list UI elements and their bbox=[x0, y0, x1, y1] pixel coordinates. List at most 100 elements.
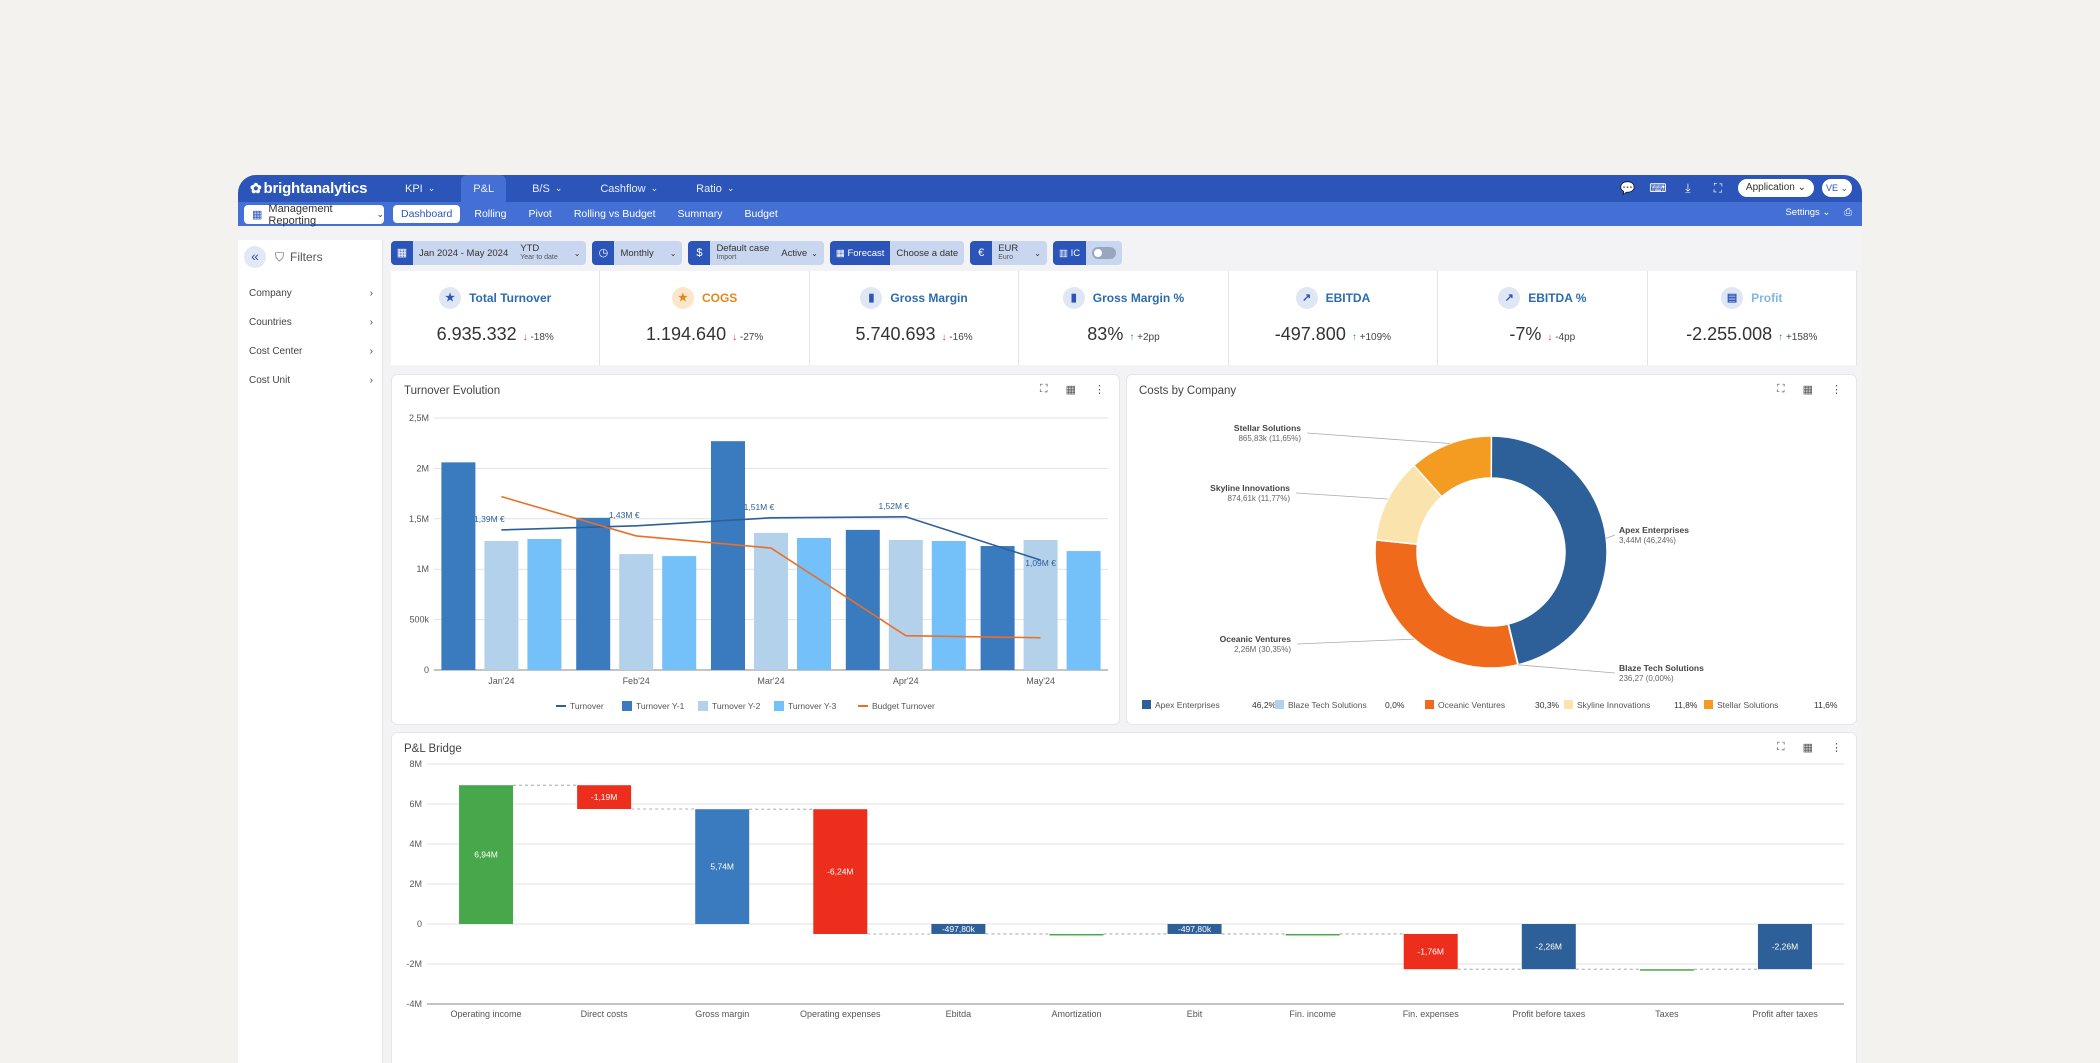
bar-turnover-y-3-0[interactable] bbox=[527, 538, 562, 670]
expand-icon[interactable]: ⛶ bbox=[1776, 383, 1785, 395]
forecast-date-input[interactable]: Choose a date bbox=[896, 247, 959, 259]
legend-item-turnover-y-2[interactable]: Turnover Y-2 bbox=[698, 701, 761, 711]
kpi-title: Gross Margin % bbox=[1092, 291, 1185, 305]
bar-turnover-y-2-3[interactable] bbox=[888, 539, 923, 670]
bridge-bar-fin-income[interactable] bbox=[1285, 933, 1340, 936]
kpi-card-cogs[interactable]: ★ COGS 1.194.640 ↓ -27% bbox=[600, 271, 810, 365]
forecast-filter[interactable]: ▦ Forecast Choose a date bbox=[829, 241, 965, 265]
kpi-card-ebitda[interactable]: ↗ EBITDA % -7% ↓ -4pp bbox=[1438, 271, 1648, 365]
bar-turnover-y-2-2[interactable] bbox=[754, 532, 788, 670]
slice-apex-enterprises[interactable] bbox=[1490, 435, 1608, 666]
bridge-bar-operating-income[interactable] bbox=[459, 785, 514, 924]
tab-rolling-vs-budget[interactable]: Rolling vs Budget bbox=[573, 208, 656, 220]
line-budget-turnover[interactable] bbox=[501, 495, 1041, 639]
bridge-bar-fin-expenses[interactable] bbox=[1403, 933, 1458, 970]
bar-turnover-y-2-0[interactable] bbox=[484, 540, 519, 670]
bridge-bar-amortization[interactable] bbox=[1049, 933, 1104, 936]
legend-item-turnover[interactable]: Turnover bbox=[556, 701, 604, 711]
print-icon[interactable]: ⎙ bbox=[1844, 207, 1852, 218]
granularity-filter[interactable]: ◷ Monthly ⌄ bbox=[592, 241, 683, 265]
brand-logo[interactable]: ✿ brightanalytics bbox=[250, 180, 367, 197]
filter-company[interactable]: Company › bbox=[249, 288, 373, 299]
expand-icon[interactable]: ⛶ bbox=[1039, 383, 1048, 395]
legend-item-apex-enterprises[interactable]: Apex Enterprises 46,2% bbox=[1142, 700, 1277, 710]
avatar[interactable]: VE ⌄ bbox=[1822, 179, 1852, 197]
tab-dashboard[interactable]: Dashboard bbox=[393, 205, 461, 223]
legend-item-skyline-innovations[interactable]: Skyline Innovations 11,8% bbox=[1564, 700, 1698, 710]
legend-item-stellar-solutions[interactable]: Stellar Solutions 11,6% bbox=[1704, 700, 1838, 710]
filter-cost-unit[interactable]: Cost Unit › bbox=[249, 375, 373, 386]
bridge-bar-ebitda[interactable] bbox=[931, 924, 986, 934]
nav-item-b-s[interactable]: B/S ⌄ bbox=[520, 175, 574, 202]
bar-turnover-y-3-3[interactable] bbox=[931, 540, 966, 670]
ic-toggle[interactable] bbox=[1092, 247, 1117, 259]
legend-item-oceanic-ventures[interactable]: Oceanic Ventures 30,3% bbox=[1425, 700, 1560, 710]
legend-item-turnover-y-1[interactable]: Turnover Y-1 bbox=[622, 701, 685, 711]
bar-turnover-y-2-4[interactable] bbox=[1023, 539, 1058, 670]
tab-summary[interactable]: Summary bbox=[677, 208, 723, 220]
fullscreen-icon[interactable]: ⛶ bbox=[1713, 181, 1723, 195]
kpi-card-gross-margin[interactable]: ▮ Gross Margin % 83% ↑ +2pp bbox=[1019, 271, 1229, 365]
filter-label: Company bbox=[249, 288, 292, 299]
kpi-card-gross-margin[interactable]: ▮ Gross Margin 5.740.693 ↓ -16% bbox=[809, 271, 1020, 365]
tab-pivot[interactable]: Pivot bbox=[528, 208, 552, 220]
bar-turnover-y-1-0[interactable] bbox=[441, 462, 476, 670]
forecast-button[interactable]: ▦ Forecast bbox=[829, 241, 891, 265]
slice-stellar-solutions[interactable] bbox=[1412, 435, 1493, 498]
filter-cost-center[interactable]: Cost Center › bbox=[249, 346, 373, 357]
chat-icon[interactable]: 💬 bbox=[1620, 181, 1636, 195]
currency-filter[interactable]: € EUR Euro ⌄ bbox=[970, 241, 1047, 265]
settings-menu[interactable]: Settings ⌄ bbox=[1785, 207, 1831, 218]
download-icon[interactable]: ⤓ bbox=[1685, 181, 1691, 195]
bridge-bar-profit-after-taxes[interactable] bbox=[1757, 924, 1812, 970]
line-turnover[interactable] bbox=[501, 515, 1041, 561]
period-mode[interactable]: YTD Year to date bbox=[514, 241, 564, 265]
table-icon[interactable]: ▦ bbox=[1065, 384, 1076, 396]
bridge-bar-direct-costs[interactable] bbox=[577, 785, 632, 809]
status-select[interactable]: Active ⌄ bbox=[775, 241, 824, 265]
legend-item-blaze-tech-solutions[interactable]: Blaze Tech Solutions 0,0% bbox=[1275, 700, 1405, 710]
bar-turnover-y-3-4[interactable] bbox=[1066, 551, 1101, 670]
bar-turnover-y-3-1[interactable] bbox=[662, 556, 697, 670]
bridge-bar-taxes[interactable] bbox=[1639, 969, 1694, 971]
legend-item-turnover-y-3[interactable]: Turnover Y-3 bbox=[774, 701, 837, 711]
legend-item-budget-turnover[interactable]: Budget Turnover bbox=[858, 701, 935, 711]
bridge-bar-gross-margin[interactable] bbox=[695, 809, 750, 924]
bar-turnover-y-3-2[interactable] bbox=[797, 537, 831, 670]
trend-icon: ↗ bbox=[1498, 287, 1521, 309]
more-icon[interactable]: ⋮ bbox=[1094, 384, 1105, 396]
bridge-bar-ebit[interactable] bbox=[1167, 924, 1222, 934]
tab-rolling[interactable]: Rolling bbox=[474, 208, 507, 220]
slice-oceanic-ventures[interactable] bbox=[1374, 539, 1519, 669]
bar-turnover-y-1-4[interactable] bbox=[980, 546, 1015, 670]
expand-icon[interactable]: ⛶ bbox=[1776, 741, 1785, 753]
sub-nav: Dashboard Rolling Pivot Rolling vs Budget Su… bbox=[393, 205, 792, 223]
bar-turnover-y-1-1[interactable] bbox=[576, 517, 611, 670]
kpi-card-ebitda[interactable]: ↗ EBITDA -497.800 ↑ +109% bbox=[1228, 271, 1439, 365]
nav-item-cashflow[interactable]: Cashflow ⌄ bbox=[588, 175, 670, 202]
kpi-card-profit[interactable]: ▤ Profit -2.255.008 ↑ +158% bbox=[1647, 271, 1857, 365]
report-selector[interactable]: ▦ Management Reporting ⌄ bbox=[244, 202, 384, 227]
nav-item-kpi[interactable]: KPI ⌄ bbox=[393, 175, 447, 202]
tab-budget[interactable]: Budget bbox=[744, 208, 778, 220]
period-filter[interactable]: ▦ Jan 2024 - May 2024 YTD Year to date ⌄ bbox=[391, 241, 587, 265]
filter-countries[interactable]: Countries › bbox=[249, 317, 373, 328]
table-icon[interactable]: ▦ bbox=[1802, 384, 1813, 396]
collapse-sidebar-button[interactable]: « bbox=[244, 246, 266, 268]
kpi-card-total-turnover[interactable]: ★ Total Turnover 6.935.332 ↓ -18% bbox=[391, 271, 601, 365]
more-icon[interactable]: ⋮ bbox=[1831, 384, 1842, 396]
bar-turnover-y-1-2[interactable] bbox=[711, 441, 745, 670]
nav-item-p-l[interactable]: P&L bbox=[461, 175, 507, 202]
bridge-bar-profit-before-taxes[interactable] bbox=[1521, 924, 1576, 970]
ic-filter[interactable]: ▥ IC bbox=[1052, 241, 1123, 265]
bar-turnover-y-2-1[interactable] bbox=[619, 554, 654, 670]
table-icon[interactable]: ▦ bbox=[1802, 742, 1813, 754]
x-tick-label: Feb'24 bbox=[623, 676, 650, 686]
report-selector-label: Management Reporting bbox=[268, 202, 333, 227]
scenario-filter[interactable]: $ Default case Import Active ⌄ bbox=[688, 241, 824, 265]
more-icon[interactable]: ⋮ bbox=[1831, 742, 1842, 754]
nav-item-ratio[interactable]: Ratio ⌄ bbox=[684, 175, 746, 202]
application-selector[interactable]: Application ⌄ bbox=[1737, 179, 1814, 197]
bridge-bar-operating-expenses[interactable] bbox=[813, 809, 868, 934]
keyboard-icon[interactable]: ⌨ bbox=[1649, 181, 1667, 195]
